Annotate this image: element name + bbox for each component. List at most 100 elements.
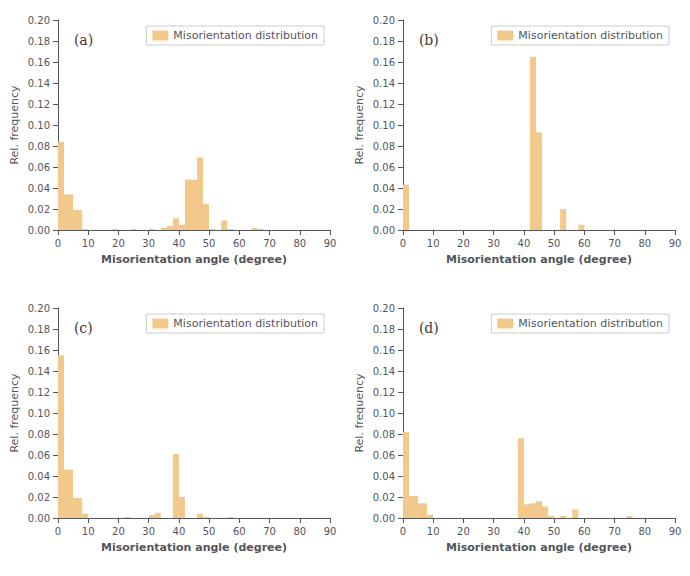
svg-text:0.12: 0.12	[28, 99, 50, 110]
svg-text:0.14: 0.14	[373, 366, 395, 377]
svg-text:0.12: 0.12	[373, 387, 395, 398]
svg-text:0: 0	[55, 526, 61, 537]
svg-text:0.20: 0.20	[373, 15, 395, 26]
svg-text:0.02: 0.02	[373, 492, 395, 503]
svg-text:0.16: 0.16	[28, 345, 50, 356]
svg-text:(d): (d)	[419, 320, 439, 336]
svg-text:0.20: 0.20	[28, 15, 50, 26]
svg-text:0.10: 0.10	[28, 408, 50, 419]
svg-text:30: 30	[142, 526, 155, 537]
svg-text:60: 60	[233, 526, 246, 537]
svg-text:0.12: 0.12	[28, 387, 50, 398]
svg-text:0.16: 0.16	[28, 57, 50, 68]
svg-text:10: 10	[82, 238, 95, 249]
svg-text:Misorientation angle (degree): Misorientation angle (degree)	[446, 253, 632, 266]
svg-text:0.18: 0.18	[373, 36, 395, 47]
svg-text:0.16: 0.16	[373, 345, 395, 356]
svg-text:Misorientation angle (degree): Misorientation angle (degree)	[101, 541, 287, 554]
svg-text:30: 30	[487, 526, 500, 537]
svg-text:Rel. frequency: Rel. frequency	[353, 85, 366, 165]
svg-text:Misorientation distribution: Misorientation distribution	[518, 29, 663, 42]
svg-text:0.08: 0.08	[373, 141, 395, 152]
svg-text:90: 90	[669, 526, 682, 537]
svg-text:0.20: 0.20	[28, 303, 50, 314]
svg-text:20: 20	[112, 526, 125, 537]
svg-text:0: 0	[400, 238, 406, 249]
svg-text:30: 30	[487, 238, 500, 249]
svg-text:80: 80	[638, 526, 651, 537]
svg-text:70: 70	[263, 526, 276, 537]
svg-text:0.08: 0.08	[28, 141, 50, 152]
svg-text:0.18: 0.18	[28, 36, 50, 47]
svg-text:10: 10	[82, 526, 95, 537]
svg-text:80: 80	[293, 526, 306, 537]
svg-text:0: 0	[55, 238, 61, 249]
svg-text:80: 80	[638, 238, 651, 249]
svg-text:30: 30	[142, 238, 155, 249]
svg-text:0.00: 0.00	[28, 225, 50, 236]
svg-text:(b): (b)	[419, 32, 439, 48]
svg-text:0.02: 0.02	[373, 204, 395, 215]
svg-text:70: 70	[263, 238, 276, 249]
svg-text:Rel. frequency: Rel. frequency	[8, 85, 21, 165]
svg-text:60: 60	[578, 238, 591, 249]
svg-text:0.04: 0.04	[373, 471, 395, 482]
svg-text:20: 20	[457, 238, 470, 249]
svg-text:0.08: 0.08	[28, 429, 50, 440]
svg-text:Rel. frequency: Rel. frequency	[353, 373, 366, 453]
svg-text:40: 40	[173, 526, 186, 537]
svg-text:0.04: 0.04	[28, 471, 50, 482]
svg-text:50: 50	[548, 526, 561, 537]
svg-text:0.14: 0.14	[28, 78, 50, 89]
svg-text:Misorientation distribution: Misorientation distribution	[173, 317, 318, 330]
svg-text:Misorientation distribution: Misorientation distribution	[173, 29, 318, 42]
svg-text:0.18: 0.18	[373, 324, 395, 335]
svg-text:90: 90	[324, 238, 337, 249]
svg-text:0.00: 0.00	[373, 225, 395, 236]
svg-text:0.02: 0.02	[28, 492, 50, 503]
svg-text:0.10: 0.10	[373, 120, 395, 131]
svg-text:40: 40	[518, 526, 531, 537]
svg-text:0.10: 0.10	[373, 408, 395, 419]
svg-text:0.04: 0.04	[373, 183, 395, 194]
svg-text:50: 50	[548, 238, 561, 249]
svg-text:0.00: 0.00	[28, 513, 50, 524]
svg-text:(a): (a)	[74, 32, 93, 48]
svg-text:0.16: 0.16	[373, 57, 395, 68]
svg-text:0.14: 0.14	[28, 366, 50, 377]
svg-text:Misorientation distribution: Misorientation distribution	[518, 317, 663, 330]
svg-text:90: 90	[669, 238, 682, 249]
svg-text:0.14: 0.14	[373, 78, 395, 89]
svg-text:(c): (c)	[74, 320, 93, 336]
svg-text:60: 60	[578, 526, 591, 537]
svg-text:0: 0	[400, 526, 406, 537]
svg-text:0.08: 0.08	[373, 429, 395, 440]
svg-text:0.18: 0.18	[28, 324, 50, 335]
svg-text:0.04: 0.04	[28, 183, 50, 194]
svg-text:50: 50	[203, 526, 216, 537]
svg-text:Misorientation angle (degree): Misorientation angle (degree)	[101, 253, 287, 266]
svg-text:40: 40	[173, 238, 186, 249]
svg-text:20: 20	[457, 526, 470, 537]
svg-text:50: 50	[203, 238, 216, 249]
svg-text:0.00: 0.00	[373, 513, 395, 524]
svg-text:70: 70	[608, 526, 621, 537]
svg-text:0.12: 0.12	[373, 99, 395, 110]
svg-text:0.10: 0.10	[28, 120, 50, 131]
svg-text:0.06: 0.06	[28, 450, 50, 461]
svg-text:60: 60	[233, 238, 246, 249]
svg-text:90: 90	[324, 526, 337, 537]
svg-text:0.06: 0.06	[373, 162, 395, 173]
svg-text:Misorientation angle (degree): Misorientation angle (degree)	[446, 541, 632, 554]
svg-text:10: 10	[427, 526, 440, 537]
svg-text:Rel. frequency: Rel. frequency	[8, 373, 21, 453]
svg-text:10: 10	[427, 238, 440, 249]
svg-text:80: 80	[293, 238, 306, 249]
svg-text:40: 40	[518, 238, 531, 249]
svg-text:0.06: 0.06	[28, 162, 50, 173]
svg-text:70: 70	[608, 238, 621, 249]
svg-text:0.02: 0.02	[28, 204, 50, 215]
svg-text:20: 20	[112, 238, 125, 249]
svg-text:0.20: 0.20	[373, 303, 395, 314]
svg-text:0.06: 0.06	[373, 450, 395, 461]
